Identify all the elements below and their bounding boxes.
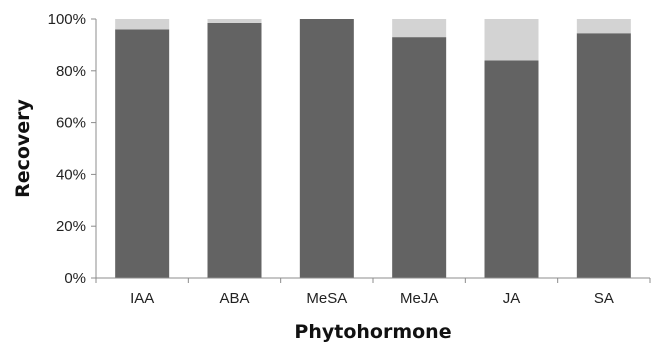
- bar-ja-segment-1: [484, 60, 539, 278]
- bar-aba-segment-2: [207, 19, 262, 23]
- x-tick-label-aba: ABA: [219, 290, 249, 307]
- y-tick-label: 100%: [48, 11, 86, 28]
- x-tick-label-meja: MeJA: [400, 290, 438, 307]
- y-tick-label: 80%: [56, 63, 86, 80]
- bar-meja-segment-1: [392, 37, 447, 278]
- x-tick-label-mesa: MeSA: [306, 290, 347, 307]
- bar-iaa-segment-2: [115, 19, 170, 30]
- bars-group: [115, 19, 631, 278]
- y-tick-label: 0%: [64, 270, 86, 287]
- x-axis-title: Phytohormone: [294, 321, 451, 343]
- x-tick-label-ja: JA: [503, 290, 521, 307]
- x-tick-labels: IAA ABA MeSA MeJA JA SA: [130, 290, 614, 307]
- x-tick-label-sa: SA: [594, 290, 614, 307]
- bar-mesa-segment-1: [299, 19, 354, 278]
- bar-iaa-segment-1: [115, 29, 170, 278]
- y-tick-labels: 0% 20% 40% 60% 80% 100%: [48, 11, 86, 287]
- bar-sa-segment-1: [576, 33, 631, 278]
- bar-meja-segment-2: [392, 19, 447, 38]
- bar-ja-segment-2: [484, 19, 539, 61]
- bar-sa-segment-2: [576, 19, 631, 34]
- y-axis-title: Recovery: [12, 98, 34, 197]
- y-tick-label: 60%: [56, 115, 86, 132]
- x-tick-label-iaa: IAA: [130, 290, 154, 307]
- axes-group: [91, 18, 651, 283]
- bar-aba-segment-1: [207, 22, 262, 278]
- y-tick-label: 20%: [56, 218, 86, 235]
- y-tick-label: 40%: [56, 166, 86, 183]
